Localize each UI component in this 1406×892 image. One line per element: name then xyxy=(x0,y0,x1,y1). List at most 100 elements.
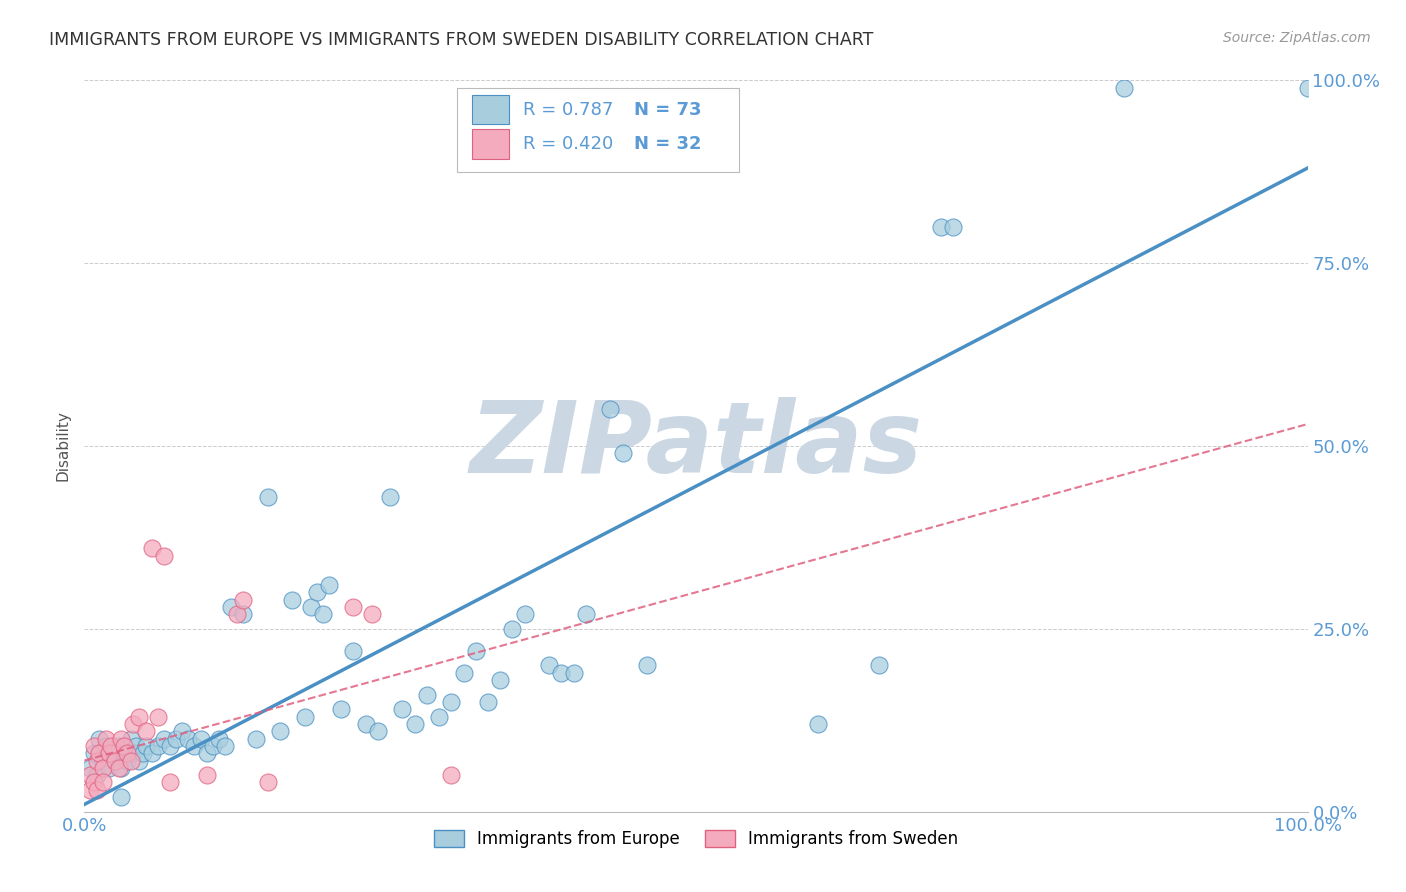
Point xyxy=(96,731,118,746)
Point xyxy=(538,658,561,673)
Point xyxy=(100,739,122,753)
Point xyxy=(159,739,181,753)
Text: IMMIGRANTS FROM EUROPE VS IMMIGRANTS FROM SWEDEN DISABILITY CORRELATION CHART: IMMIGRANTS FROM EUROPE VS IMMIGRANTS FRO… xyxy=(49,31,873,49)
Text: ZIPatlas: ZIPatlas xyxy=(470,398,922,494)
Point xyxy=(146,739,169,753)
Point xyxy=(391,702,413,716)
Point xyxy=(599,402,621,417)
Point xyxy=(464,644,486,658)
Point xyxy=(367,724,389,739)
Point xyxy=(281,592,304,607)
Point xyxy=(86,754,108,768)
Point xyxy=(135,724,157,739)
Point xyxy=(91,754,114,768)
Point xyxy=(477,695,499,709)
Point xyxy=(177,731,200,746)
Point xyxy=(562,665,585,680)
Point xyxy=(141,541,163,556)
Point xyxy=(342,644,364,658)
Point xyxy=(183,739,205,753)
Point xyxy=(159,775,181,789)
Point xyxy=(87,746,110,760)
Point xyxy=(318,578,340,592)
Point xyxy=(427,709,450,723)
Point xyxy=(83,746,105,760)
Point xyxy=(97,761,120,775)
Point xyxy=(110,731,132,746)
Point xyxy=(122,717,145,731)
Point xyxy=(232,607,254,622)
Point xyxy=(110,761,132,775)
Point xyxy=(86,782,108,797)
Point xyxy=(97,746,120,760)
Y-axis label: Disability: Disability xyxy=(55,410,70,482)
Point xyxy=(232,592,254,607)
Point xyxy=(269,724,291,739)
Point xyxy=(122,746,145,760)
FancyBboxPatch shape xyxy=(472,95,509,124)
Point xyxy=(128,754,150,768)
Point xyxy=(195,746,218,760)
Point xyxy=(807,717,830,731)
Point xyxy=(636,658,658,673)
Point xyxy=(91,761,114,775)
Point xyxy=(575,607,598,622)
Point xyxy=(453,665,475,680)
Point xyxy=(440,695,463,709)
Point xyxy=(165,731,187,746)
Point xyxy=(87,731,110,746)
Point xyxy=(550,665,572,680)
Point xyxy=(1114,80,1136,95)
Point xyxy=(502,622,524,636)
Point xyxy=(104,754,127,768)
Point xyxy=(305,585,328,599)
Point xyxy=(299,599,322,614)
Point xyxy=(342,599,364,614)
Point xyxy=(79,761,101,775)
Point xyxy=(146,709,169,723)
FancyBboxPatch shape xyxy=(457,87,738,171)
Point xyxy=(153,731,176,746)
Point xyxy=(226,607,249,622)
Point xyxy=(245,731,267,746)
Text: N = 32: N = 32 xyxy=(634,135,702,153)
Legend: Immigrants from Europe, Immigrants from Sweden: Immigrants from Europe, Immigrants from … xyxy=(427,823,965,855)
Point xyxy=(380,490,402,504)
Point xyxy=(929,219,952,234)
Point xyxy=(489,673,512,687)
Point xyxy=(214,739,236,753)
Point xyxy=(79,782,101,797)
Point xyxy=(120,731,142,746)
Point xyxy=(96,739,118,753)
Point xyxy=(172,724,194,739)
Point xyxy=(107,739,129,753)
Point xyxy=(100,746,122,760)
Point xyxy=(107,761,129,775)
Point xyxy=(115,746,138,760)
Text: Source: ZipAtlas.com: Source: ZipAtlas.com xyxy=(1223,31,1371,45)
Point xyxy=(612,446,634,460)
Point xyxy=(201,739,224,753)
Point xyxy=(354,717,377,731)
Point xyxy=(141,746,163,760)
Point xyxy=(330,702,353,716)
Point xyxy=(83,775,105,789)
Point xyxy=(404,717,426,731)
Point xyxy=(208,731,231,746)
Point xyxy=(257,490,280,504)
Point xyxy=(294,709,316,723)
Point xyxy=(219,599,242,614)
Point xyxy=(86,768,108,782)
Point xyxy=(112,739,135,753)
Text: R = 0.787: R = 0.787 xyxy=(523,101,614,119)
Point xyxy=(360,607,382,622)
Point xyxy=(312,607,335,622)
Point xyxy=(120,754,142,768)
Point xyxy=(440,768,463,782)
Point xyxy=(513,607,536,622)
Point xyxy=(132,746,155,760)
Point xyxy=(110,790,132,805)
Point xyxy=(869,658,891,673)
Point xyxy=(128,709,150,723)
Point xyxy=(153,549,176,563)
